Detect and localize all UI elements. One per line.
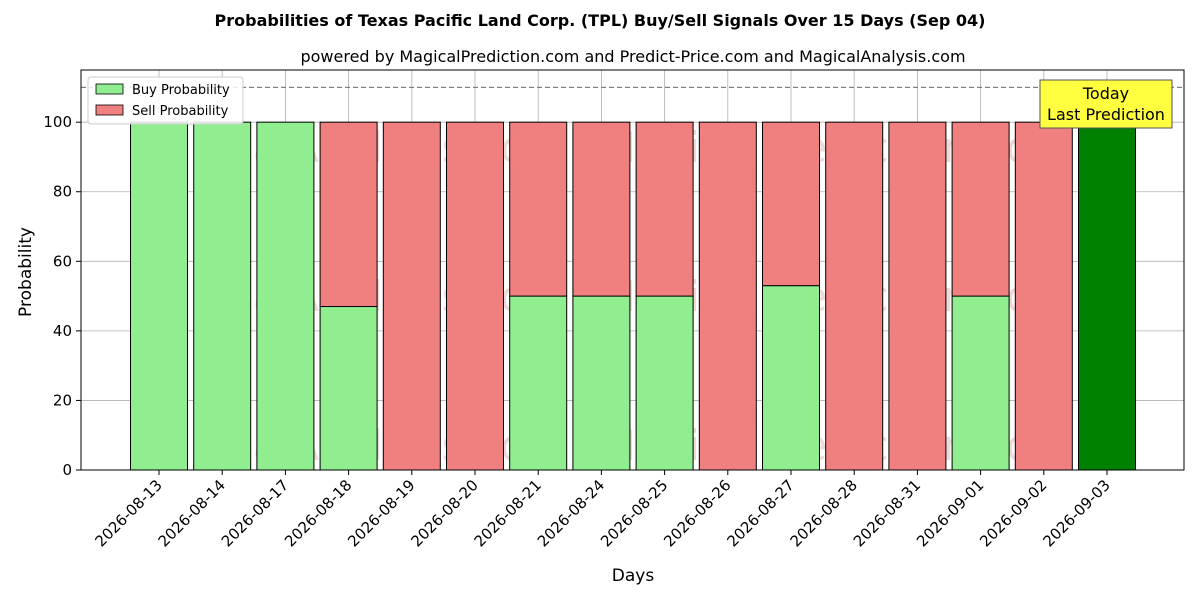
bar-sell-2026-08-25 — [635, 121, 694, 297]
x-tick-label: 2026-08-27 — [723, 476, 797, 550]
x-tick-label: 2026-08-18 — [281, 476, 355, 550]
legend-label-sell: Sell Probability — [132, 104, 229, 119]
legend-label-buy: Buy Probability — [132, 83, 230, 98]
y-tick-label: 0 — [62, 461, 72, 479]
y-axis-label: Probability — [16, 227, 36, 317]
y-tick-label: 100 — [43, 113, 72, 131]
bar-buy-2026-08-14 — [193, 121, 252, 471]
chart-title: Probabilities of Texas Pacific Land Corp… — [215, 11, 986, 30]
bar-buy-2026-08-21 — [509, 295, 568, 471]
today-annotation: Today Last Prediction — [1039, 79, 1173, 129]
x-tick-label: 2026-08-24 — [534, 476, 608, 550]
x-tick-label: 2026-09-01 — [913, 476, 987, 550]
bar-buy-2026-08-24 — [572, 295, 631, 471]
bar-sell-2026-08-27 — [762, 121, 820, 287]
x-tick-label: 2026-09-02 — [976, 476, 1050, 550]
bar-sell-2026-08-20 — [446, 121, 504, 471]
plot-frame — [80, 69, 1185, 471]
bar-buy-2026-08-18 — [319, 306, 378, 471]
x-tick-label: 2026-08-13 — [91, 476, 165, 550]
bar-sell-2026-08-18 — [319, 121, 378, 308]
annotation-line-last-prediction: Last Prediction — [1047, 105, 1165, 124]
bar-sell-2026-08-24 — [572, 121, 631, 297]
annotation-line-today: Today — [1082, 84, 1129, 103]
bar-sell-2026-09-02 — [1014, 121, 1073, 471]
x-tick-label: 2026-08-26 — [660, 476, 734, 550]
y-tick-label: 60 — [53, 252, 72, 270]
bar-sell-2026-08-21 — [509, 121, 568, 297]
x-tick-label: 2026-08-14 — [155, 476, 229, 550]
x-tick-label: 2026-08-21 — [471, 476, 545, 550]
bar-buy-2026-08-27 — [762, 285, 820, 471]
x-tick-label: 2026-08-31 — [850, 476, 924, 550]
bar-layer — [130, 121, 1136, 471]
bar-sell-2026-08-26 — [698, 121, 757, 471]
bar-buy-2026-09-01 — [951, 295, 1010, 471]
bar-buy-2026-08-17 — [256, 121, 315, 471]
legend-box — [87, 76, 244, 125]
bar-buy-2026-08-25 — [635, 295, 694, 471]
annotation-box — [1039, 79, 1173, 129]
bar-buy-2026-08-13 — [130, 121, 188, 471]
x-tick-label: 2026-08-25 — [597, 476, 671, 550]
y-tick-label: 40 — [53, 322, 72, 340]
bar-sell-2026-08-31 — [888, 121, 947, 471]
bar-sell-2026-08-28 — [825, 121, 884, 471]
x-axis-label: Days — [612, 566, 655, 586]
bar-sell-2026-09-01 — [951, 121, 1010, 297]
bar-sell-2026-08-19 — [382, 121, 441, 471]
x-tick-label: 2026-08-28 — [787, 476, 861, 550]
chart-subtitle: powered by MagicalPrediction.com and Pre… — [300, 47, 965, 66]
legend: Buy Probability Sell Probability — [87, 76, 244, 125]
y-tick-label: 80 — [53, 183, 72, 201]
bar-buy-2026-09-03 — [1078, 121, 1136, 471]
legend-swatch-buy — [95, 83, 124, 95]
x-tick-label: 2026-08-20 — [407, 476, 481, 550]
x-tick-label: 2026-08-17 — [218, 476, 292, 550]
legend-swatch-sell — [95, 104, 124, 116]
x-tick-label: 2026-08-19 — [344, 476, 418, 550]
y-tick-label: 20 — [53, 391, 72, 409]
x-tick-label: 2026-09-03 — [1039, 476, 1113, 550]
